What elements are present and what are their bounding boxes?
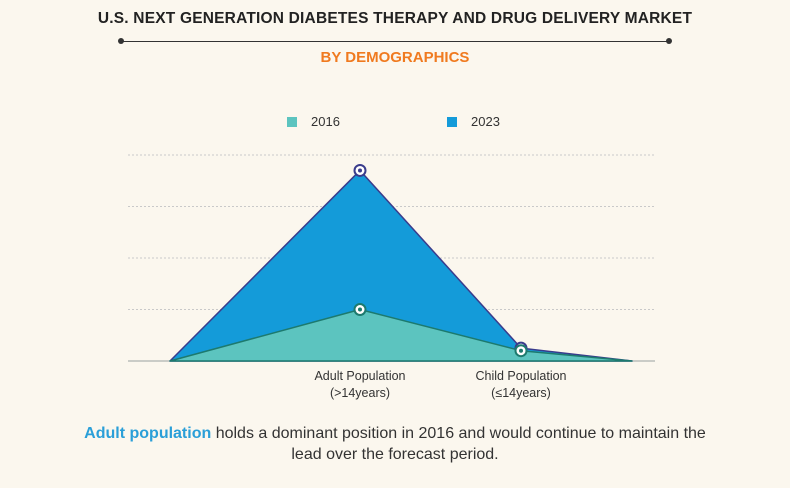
chart-subtitle: BY DEMOGRAPHICS	[320, 49, 470, 66]
caption-text-line1: holds a dominant position in 2016 and wo…	[211, 425, 706, 442]
data-point-center-2016-0	[358, 307, 362, 312]
caption-text-line2: lead over the forecast period.	[291, 446, 499, 463]
data-point-center-2023-0	[358, 168, 362, 173]
data-point-center-2016-1	[519, 348, 523, 353]
series-markers	[353, 163, 528, 358]
legend-label-2016: 2016	[311, 114, 340, 129]
legend-item-2016: 2016	[287, 114, 340, 129]
legend-item-2023: 2023	[447, 114, 500, 129]
x-tick-label-adult-line1: Adult Population	[314, 369, 406, 383]
x-tick-label-child: Child Population (≤14years)	[441, 368, 601, 402]
legend-swatch-2023	[447, 116, 457, 127]
chart-caption: Adult population holds a dominant positi…	[30, 423, 760, 465]
divider-right-dot	[666, 38, 672, 44]
chart-title: U.S. NEXT GENERATION DIABETES THERAPY AN…	[97, 10, 693, 27]
area-chart	[128, 154, 655, 362]
divider-left-dot	[118, 38, 124, 44]
legend-swatch-2016	[287, 116, 297, 127]
x-tick-label-adult: Adult Population (>14years)	[280, 368, 440, 402]
title-divider	[121, 41, 669, 42]
x-tick-label-child-line2: (≤14years)	[491, 386, 551, 400]
caption-highlight: Adult population	[84, 425, 212, 442]
legend-label-2023: 2023	[471, 114, 500, 129]
x-tick-label-child-line1: Child Population	[475, 369, 567, 383]
x-tick-label-adult-line2: (>14years)	[329, 386, 391, 400]
series-areas	[169, 169, 633, 362]
